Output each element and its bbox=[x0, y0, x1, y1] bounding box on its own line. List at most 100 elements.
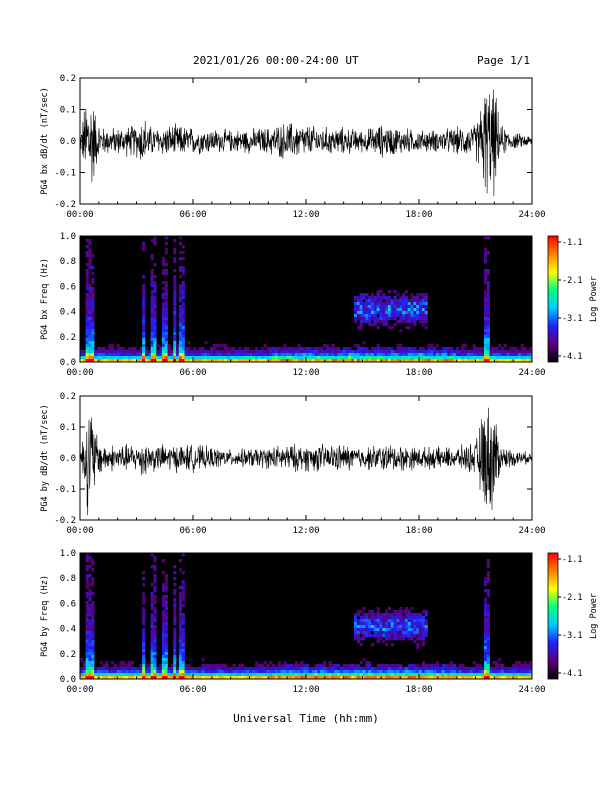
heatmap-cell bbox=[472, 667, 476, 671]
heatmap-cell bbox=[226, 350, 231, 354]
heatmap-cell bbox=[226, 673, 231, 677]
heatmap-cell bbox=[421, 347, 425, 351]
heatmap-cell bbox=[356, 625, 360, 629]
heatmap-cell bbox=[373, 323, 377, 327]
heatmap-cell bbox=[376, 664, 380, 668]
heatmap-cell bbox=[517, 673, 522, 677]
heatmap-cell bbox=[184, 676, 188, 680]
heatmap-cell bbox=[198, 353, 202, 357]
heatmap-cell bbox=[150, 305, 154, 309]
heatmap-cell bbox=[404, 607, 409, 611]
heatmap-cell bbox=[130, 661, 134, 665]
x-tick-label: 12:00 bbox=[292, 210, 319, 220]
heatmap-cell bbox=[402, 302, 406, 306]
heatmap-cell bbox=[396, 622, 400, 626]
heatmap-cell bbox=[455, 673, 459, 677]
heatmap-cell bbox=[122, 356, 126, 360]
heatmap-cell bbox=[475, 347, 479, 351]
y-axis-label: PG4 by Freq (Hz) bbox=[40, 575, 50, 657]
heatmap-cell bbox=[263, 670, 267, 674]
heatmap-cell bbox=[170, 359, 174, 363]
heatmap-cell bbox=[376, 625, 380, 629]
heatmap-cell bbox=[153, 287, 157, 291]
heatmap-cell bbox=[469, 350, 473, 354]
heatmap-cell bbox=[467, 667, 471, 671]
heatmap-cell bbox=[201, 353, 205, 357]
heatmap-cell bbox=[483, 308, 488, 312]
heatmap-cell bbox=[331, 359, 335, 363]
heatmap-cell bbox=[334, 670, 338, 674]
heatmap-cell bbox=[407, 610, 411, 614]
heatmap-cell bbox=[356, 622, 360, 626]
heatmap-cell bbox=[190, 676, 194, 680]
heatmap-cell bbox=[509, 350, 513, 354]
heatmap-cell bbox=[517, 676, 522, 680]
heatmap-cell bbox=[308, 676, 312, 680]
heatmap-cell bbox=[393, 667, 397, 671]
heatmap-cell bbox=[469, 359, 473, 363]
heatmap-cell bbox=[368, 667, 372, 671]
heatmap-cell bbox=[119, 350, 123, 354]
heatmap-cell bbox=[105, 664, 109, 668]
heatmap-cell bbox=[91, 607, 95, 611]
heatmap-cell bbox=[201, 670, 205, 674]
heatmap-cell bbox=[161, 619, 166, 623]
heatmap-cell bbox=[207, 359, 211, 363]
heatmap-cell bbox=[376, 667, 380, 671]
heatmap-cell bbox=[257, 359, 262, 363]
heatmap-cell bbox=[173, 323, 177, 327]
heatmap-cell bbox=[368, 299, 372, 303]
heatmap-cell bbox=[354, 667, 358, 671]
heatmap-cell bbox=[164, 341, 168, 345]
heatmap-cell bbox=[85, 640, 89, 644]
heatmap-cell bbox=[153, 598, 157, 602]
heatmap-cell bbox=[382, 631, 386, 635]
heatmap-cell bbox=[461, 676, 465, 680]
heatmap-cell bbox=[178, 559, 183, 563]
heatmap-cell bbox=[150, 257, 154, 261]
heatmap-cell bbox=[424, 619, 428, 623]
heatmap-cell bbox=[387, 350, 392, 354]
heatmap-cell bbox=[144, 356, 149, 360]
heatmap-cell bbox=[91, 305, 95, 309]
heatmap-cell bbox=[297, 670, 301, 674]
heatmap-cell bbox=[311, 353, 315, 357]
heatmap-cell bbox=[294, 676, 298, 680]
heatmap-cell bbox=[407, 350, 411, 354]
heatmap-cell bbox=[399, 344, 403, 348]
heatmap-cell bbox=[88, 329, 92, 333]
heatmap-cell bbox=[402, 320, 406, 324]
heatmap-cell bbox=[526, 350, 530, 354]
heatmap-cell bbox=[416, 676, 420, 680]
heatmap-cell bbox=[365, 625, 369, 629]
heatmap-cell bbox=[331, 344, 335, 348]
heatmap-cell bbox=[133, 359, 137, 363]
heatmap-cell bbox=[300, 667, 304, 671]
heatmap-cell bbox=[424, 613, 428, 617]
heatmap-cell bbox=[181, 356, 185, 360]
heatmap-cell bbox=[153, 236, 157, 240]
heatmap-cell bbox=[356, 610, 360, 614]
heatmap-cell bbox=[368, 323, 372, 327]
heatmap-cell bbox=[486, 305, 490, 309]
heatmap-cell bbox=[178, 625, 183, 629]
heatmap-cell bbox=[407, 622, 411, 626]
heatmap-cell bbox=[161, 317, 166, 321]
heatmap-cell bbox=[444, 353, 448, 357]
heatmap-cell bbox=[91, 664, 95, 668]
heatmap-cell bbox=[325, 344, 329, 348]
heatmap-cell bbox=[356, 350, 360, 354]
heatmap-cell bbox=[178, 616, 183, 620]
heatmap-cell bbox=[390, 634, 394, 638]
heatmap-cell bbox=[91, 293, 95, 297]
heatmap-cell bbox=[176, 353, 180, 357]
heatmap-cell bbox=[379, 625, 383, 629]
heatmap-cell bbox=[164, 589, 168, 593]
heatmap-cell bbox=[85, 239, 89, 243]
heatmap-cell bbox=[365, 670, 369, 674]
heatmap-cell bbox=[139, 673, 143, 677]
heatmap-cell bbox=[427, 670, 431, 674]
heatmap-cell bbox=[523, 359, 527, 363]
heatmap-cell bbox=[266, 350, 270, 354]
heatmap-cell bbox=[387, 356, 392, 360]
